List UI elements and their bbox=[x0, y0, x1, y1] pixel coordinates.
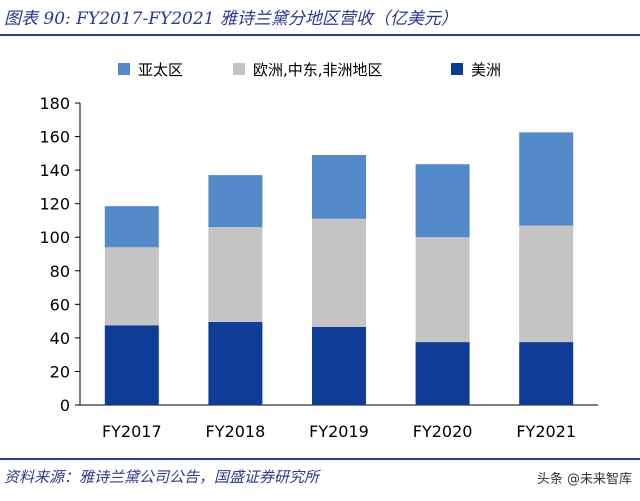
legend: 亚太区 欧洲,中东,非洲地区 美洲 bbox=[118, 61, 501, 79]
x-tick-label: FY2018 bbox=[206, 422, 266, 441]
bar-segment bbox=[104, 206, 159, 248]
bar-segment bbox=[208, 175, 263, 228]
y-tick-label: 100 bbox=[39, 228, 70, 247]
x-axis: FY2017 FY2018 FY2019 FY2020 FY2021 bbox=[80, 404, 598, 441]
bar-segment bbox=[208, 227, 263, 322]
legend-label: 欧洲,中东,非洲地区 bbox=[253, 61, 383, 79]
legend-swatch bbox=[451, 63, 463, 75]
y-tick-label: 0 bbox=[60, 396, 70, 415]
y-tick-label: 20 bbox=[50, 362, 70, 381]
bars bbox=[104, 132, 574, 405]
bar-segment bbox=[415, 237, 470, 343]
bar-segment bbox=[519, 225, 574, 343]
y-tick-label: 140 bbox=[39, 161, 70, 180]
legend-label: 亚太区 bbox=[138, 61, 183, 79]
title-divider bbox=[0, 34, 640, 36]
bar-segment bbox=[415, 164, 470, 238]
watermark: 头条 @未来智库 bbox=[536, 472, 632, 487]
x-tick-label: FY2017 bbox=[102, 422, 162, 441]
bar-segment bbox=[312, 218, 366, 327]
bar-segment bbox=[208, 321, 263, 405]
y-tick-label: 120 bbox=[39, 195, 70, 214]
y-tick-label: 180 bbox=[39, 94, 70, 113]
x-tick-label: FY2021 bbox=[516, 422, 576, 441]
legend-swatch bbox=[233, 63, 245, 75]
bar-segment bbox=[104, 247, 159, 326]
bar-segment bbox=[312, 326, 366, 405]
bar-segment bbox=[415, 342, 470, 405]
bar-segment bbox=[104, 325, 159, 405]
x-tick-label: FY2020 bbox=[413, 422, 473, 441]
y-tick-label: 160 bbox=[39, 128, 70, 147]
stacked-bar-chart: 亚太区 欧洲,中东,非洲地区 美洲 0 20 40 60 80 100 120 140 160 180… bbox=[39, 61, 598, 441]
y-tick-label: 40 bbox=[50, 329, 70, 348]
footer-divider bbox=[0, 458, 640, 460]
chart-title: 图表 90: FY2017-FY2021 雅诗兰黛分地区营收（亿美元） bbox=[4, 9, 458, 29]
source-note: 资料来源：雅诗兰黛公司公告，国盛证券研究所 bbox=[4, 468, 320, 486]
y-tick-label: 80 bbox=[50, 262, 70, 281]
x-tick-label: FY2019 bbox=[309, 422, 369, 441]
legend-swatch bbox=[118, 63, 130, 75]
legend-label: 美洲 bbox=[471, 61, 501, 79]
bar-segment bbox=[312, 155, 366, 219]
bar-segment bbox=[519, 342, 574, 405]
y-axis: 0 20 40 60 80 100 120 140 160 180 bbox=[39, 94, 81, 415]
bar-segment bbox=[519, 132, 574, 226]
y-tick-label: 60 bbox=[50, 295, 70, 314]
